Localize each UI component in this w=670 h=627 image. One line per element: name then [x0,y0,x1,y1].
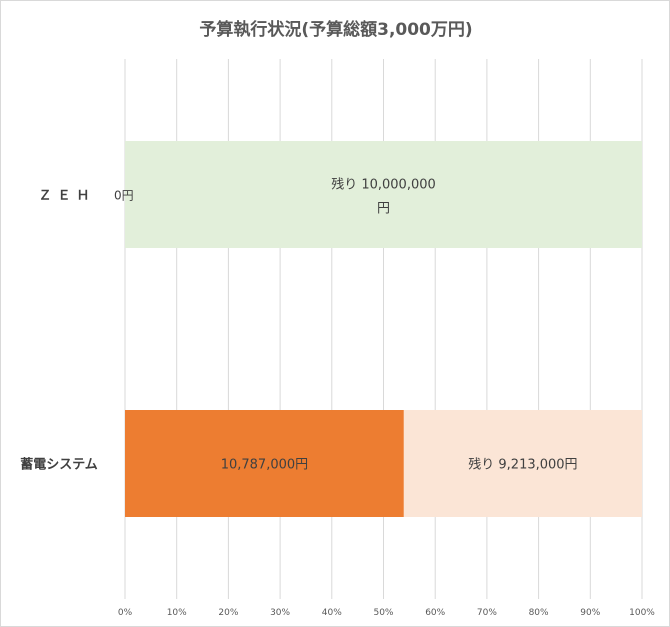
x-tick-label: 70% [477,608,497,618]
x-tick-label: 60% [425,608,445,618]
x-tick-label: 40% [322,608,342,618]
x-tick-label: 80% [529,608,549,618]
bar-used [125,410,404,517]
bar-remaining [125,141,642,248]
x-tick-label: 10% [167,608,187,618]
x-tick-label: 50% [373,608,393,618]
x-tick-label: 20% [218,608,238,618]
x-tick-label: 90% [580,608,600,618]
bar-remaining [403,410,642,517]
chart-title: 予算執行状況(予算総額3,000万円) [199,19,472,40]
x-tick-label: 30% [270,608,290,618]
category-label: ＺＥＨ [38,189,95,204]
category-label: 蓄電システム [20,457,98,473]
data-label: 残り 9,213,000円 [468,458,577,473]
x-tick-label: 100% [629,608,655,618]
data-label: 0円 [114,189,134,203]
data-label: 残り 10,000,000 円 [331,178,436,217]
data-label: 10,787,000円 [221,458,308,473]
x-tick-label: 0% [118,608,133,618]
